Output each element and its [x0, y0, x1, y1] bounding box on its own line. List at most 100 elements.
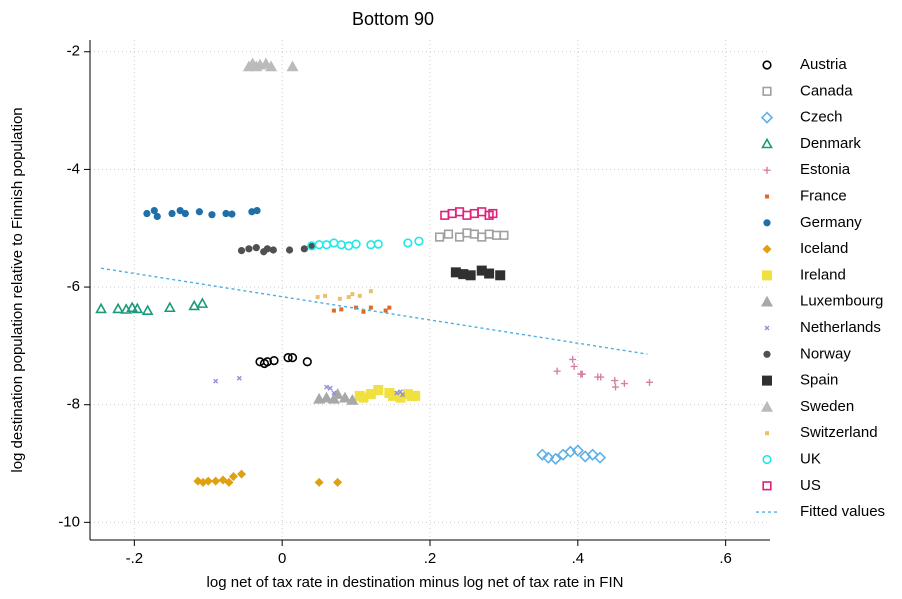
point: [570, 362, 578, 370]
point: [285, 246, 294, 254]
point: [536, 448, 549, 461]
y-tick-label: -2: [67, 43, 80, 60]
legend-swatch: [761, 295, 773, 307]
point: [196, 297, 209, 308]
point: [400, 392, 406, 398]
legend-swatch: [764, 325, 770, 331]
point: [265, 60, 278, 72]
legend-swatch: [765, 431, 769, 436]
point: [237, 246, 246, 255]
point: [213, 378, 219, 384]
point: [597, 373, 605, 381]
point: [593, 451, 607, 464]
legend-label: Denmark: [800, 135, 861, 152]
point: [252, 244, 260, 252]
point: [484, 268, 495, 279]
point: [410, 390, 421, 401]
point: [403, 238, 413, 248]
point: [269, 246, 277, 254]
legend-label: Germany: [800, 214, 862, 231]
point: [357, 293, 362, 298]
legend-label: Netherlands: [800, 319, 881, 336]
point: [476, 265, 487, 276]
point: [327, 385, 333, 391]
point: [163, 301, 176, 313]
point: [553, 367, 561, 375]
legend-label: Ireland: [800, 266, 846, 283]
point: [331, 390, 337, 396]
point: [569, 355, 577, 363]
legend-label: Sweden: [800, 398, 854, 415]
point: [188, 299, 201, 311]
point: [302, 357, 312, 367]
point: [287, 353, 298, 363]
point: [612, 383, 620, 391]
point: [358, 392, 369, 403]
legend-label: Czech: [800, 109, 843, 126]
point: [368, 289, 373, 294]
legend-label: Iceland: [800, 240, 848, 257]
x-tick-label: .6: [719, 550, 732, 567]
y-tick-label: -6: [67, 278, 80, 295]
point: [228, 471, 238, 481]
point: [646, 378, 654, 386]
legend-swatch: [761, 137, 773, 149]
point: [350, 292, 355, 297]
point: [346, 394, 359, 405]
point: [542, 451, 555, 464]
legend-swatch: [763, 166, 771, 174]
point: [315, 295, 320, 300]
legend-label: Austria: [800, 56, 847, 73]
legend-swatch: [762, 375, 772, 386]
point: [395, 392, 406, 403]
point: [263, 245, 271, 253]
point: [236, 375, 242, 381]
point: [351, 239, 361, 249]
legend-swatch: [762, 244, 772, 254]
point: [443, 229, 454, 239]
point: [414, 236, 424, 246]
point: [373, 385, 384, 395]
fitted-line: [100, 267, 648, 355]
legend-swatch: [762, 454, 772, 465]
point: [143, 209, 151, 218]
point: [465, 270, 476, 281]
point: [150, 206, 158, 215]
legend-swatch: [762, 481, 772, 491]
x-tick-label: 0: [278, 550, 286, 567]
legend-label: Canada: [800, 82, 853, 99]
x-tick-label: -.2: [126, 550, 144, 567]
y-tick-label: -8: [67, 396, 80, 413]
point: [141, 304, 154, 315]
point: [324, 384, 330, 390]
legend-label: UK: [800, 450, 821, 467]
point: [245, 245, 253, 253]
point: [339, 391, 351, 403]
point: [112, 302, 124, 314]
legend-label: Luxembourg: [800, 293, 883, 310]
point: [283, 353, 293, 363]
point: [620, 380, 628, 388]
y-axis-label: log destination population relative to F…: [9, 107, 26, 472]
y-tick-label: -10: [58, 513, 80, 530]
x-tick-label: .4: [572, 550, 585, 567]
point: [337, 296, 342, 301]
point: [253, 206, 261, 215]
point: [387, 305, 392, 310]
point: [203, 476, 213, 486]
point: [323, 293, 328, 298]
point: [181, 209, 189, 218]
point: [571, 444, 584, 457]
point: [333, 477, 343, 487]
point: [208, 211, 216, 219]
point: [308, 242, 316, 250]
point: [435, 232, 445, 242]
chart-title: Bottom 90: [352, 9, 434, 29]
point: [373, 239, 383, 249]
legend-swatch: [760, 111, 774, 124]
point: [262, 357, 272, 367]
legend-swatch: [762, 270, 772, 281]
point: [488, 208, 498, 219]
legend-label: Norway: [800, 345, 851, 362]
